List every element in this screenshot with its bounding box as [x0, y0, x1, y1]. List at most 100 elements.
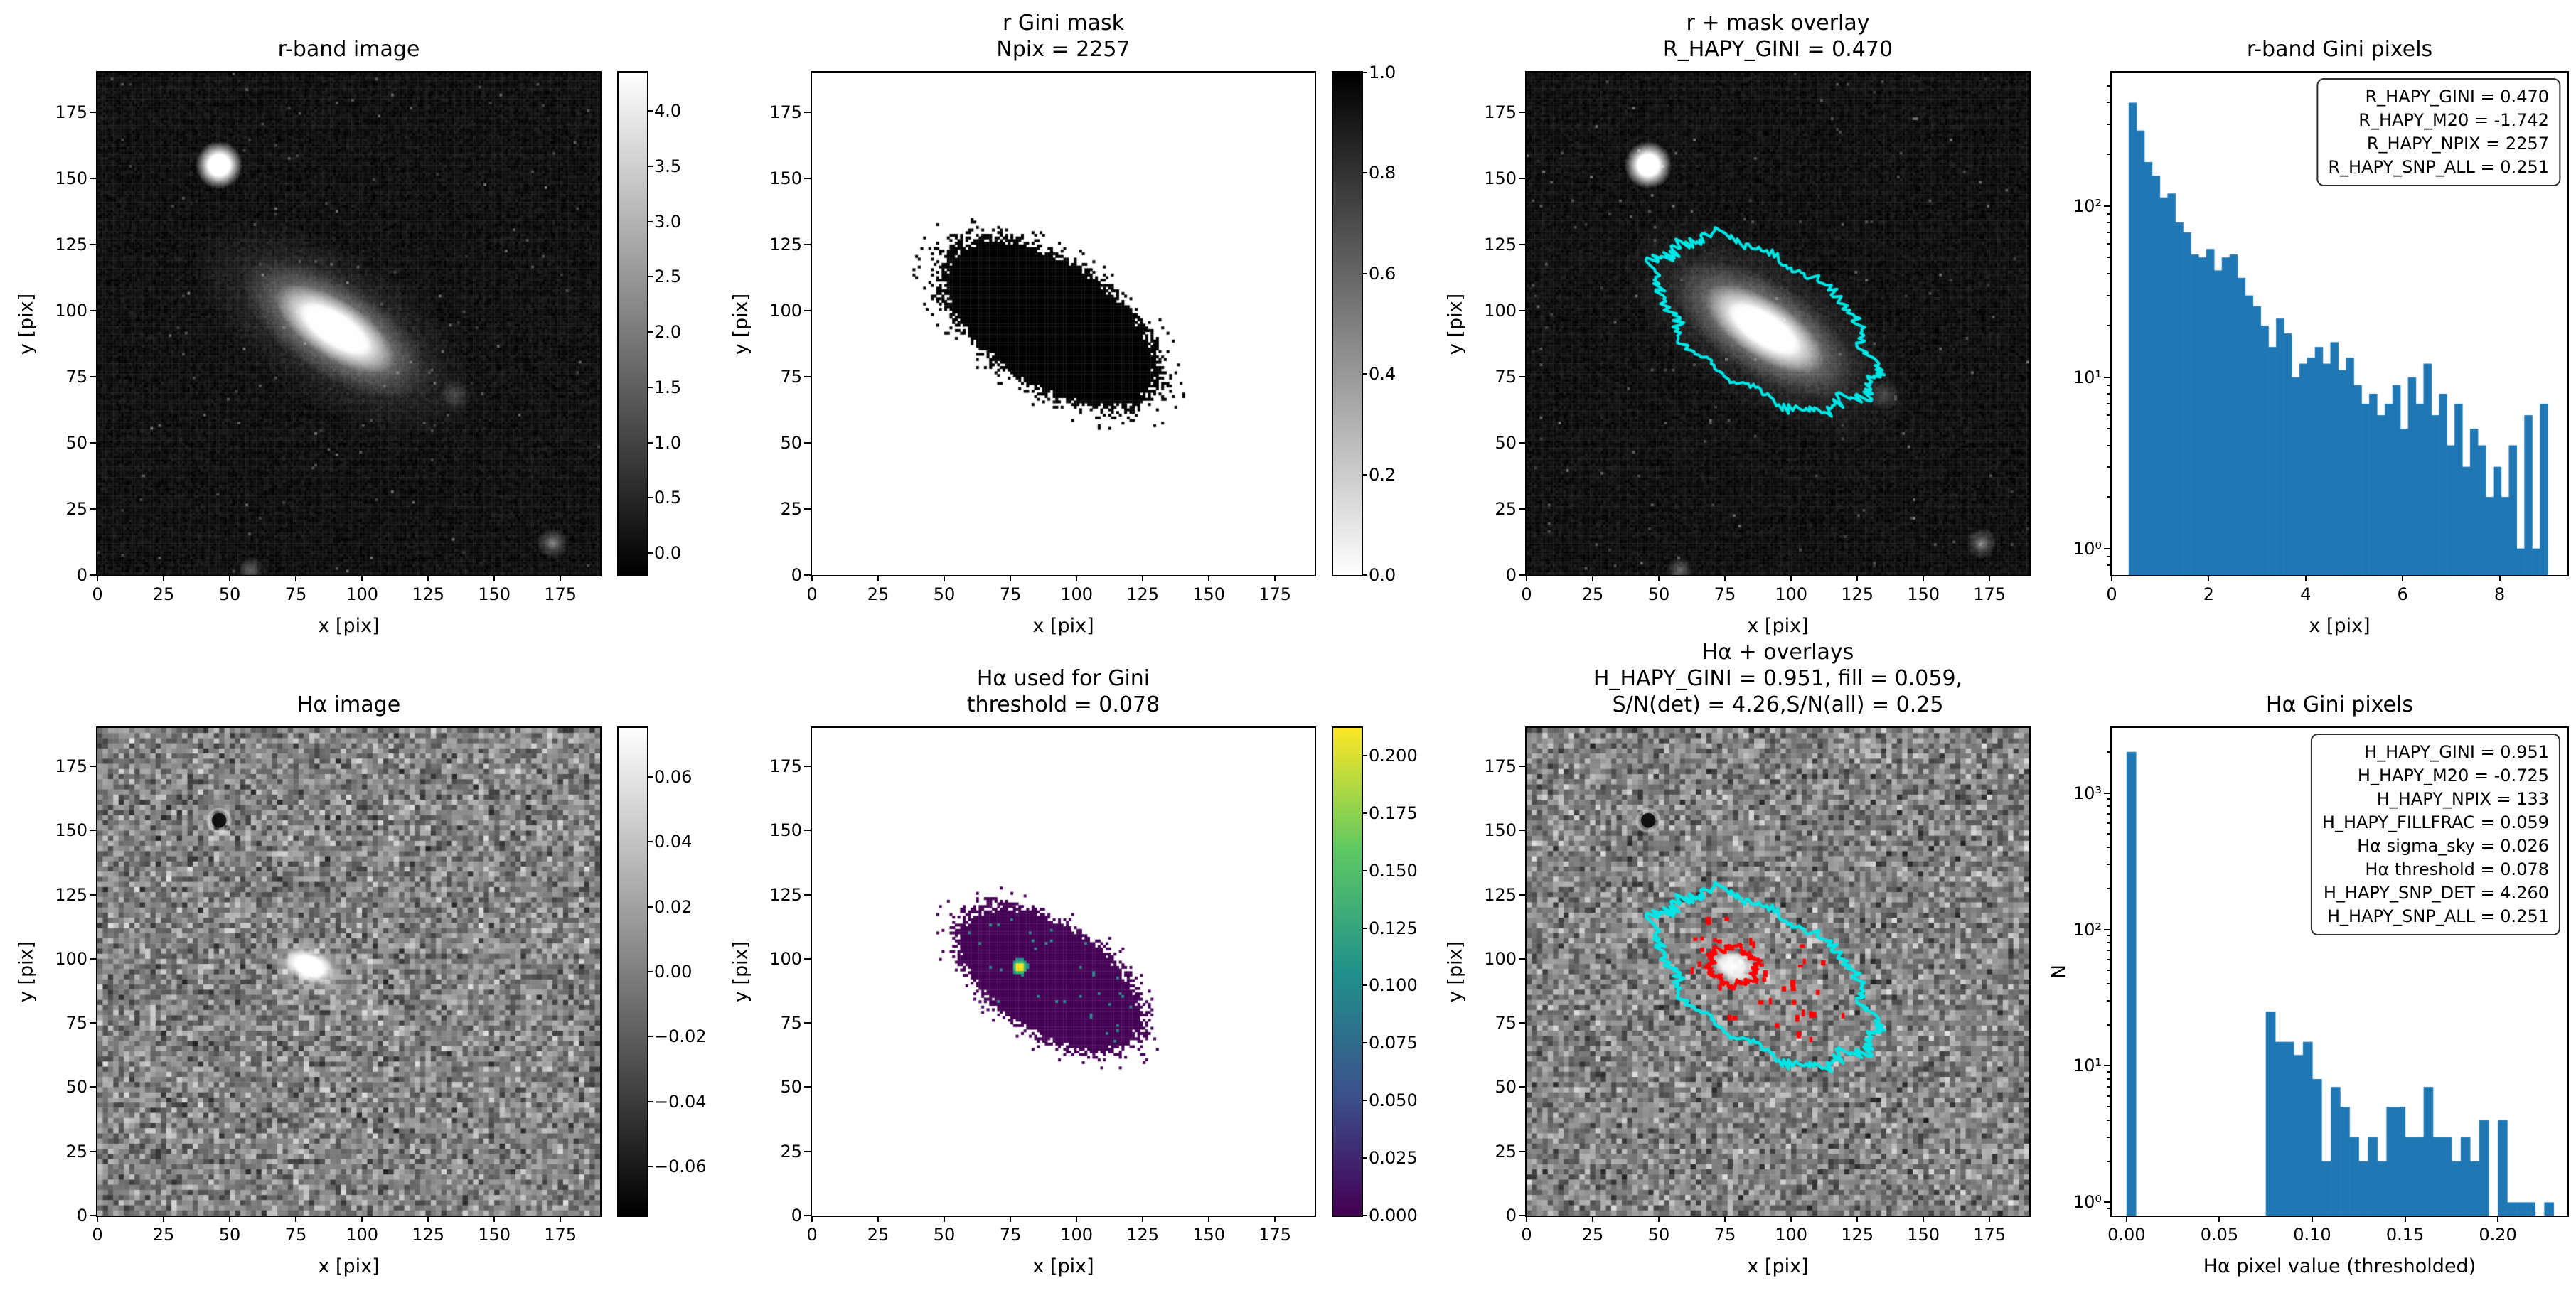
image-canvas [97, 73, 600, 575]
y-tick-label: 10² [2073, 195, 2102, 216]
y-tick [1519, 830, 1525, 832]
x-tick-label: 0.05 [2200, 1225, 2239, 1245]
y-tick-label: 25 [780, 1141, 802, 1161]
y-tick [1519, 1022, 1525, 1024]
y-tick [1519, 1150, 1525, 1152]
colorbar-tick-label: 1.5 [654, 377, 682, 397]
y-tick [1519, 111, 1525, 113]
x-tick-label: 75 [284, 1225, 307, 1245]
panel-title-line: r Gini mask [1003, 11, 1124, 36]
colorbar: 0.200 0.175 0.150 0.125 0.100 0.075 0.050 0.025… [1332, 726, 1418, 1225]
legend-entry: H_HAPY_SNP_DET = 4.260 [2323, 883, 2549, 903]
y-tick [804, 1086, 811, 1088]
x-tick-label: 50 [933, 1225, 956, 1245]
y-tick-label: 10¹ [2073, 367, 2102, 387]
y-tick [2107, 1095, 2110, 1098]
legend-entry: H_HAPY_FILLFRAC = 0.059 [2321, 812, 2549, 832]
r-tick [1362, 1100, 1367, 1102]
x-tick [2208, 575, 2210, 581]
x-tick [1208, 575, 1210, 581]
x-tick [1790, 575, 1792, 581]
r-tick [1362, 1157, 1367, 1159]
y-tick [2107, 555, 2110, 557]
x-tick-label: 4 [2300, 584, 2312, 604]
y-tick-label: 25 [1495, 1141, 1517, 1161]
r-tick [647, 1036, 653, 1038]
r-tick [647, 220, 653, 222]
x-tick-label: 125 [412, 1225, 445, 1245]
panel-title-line: r-band image [277, 37, 420, 62]
y-tick-label: 150 [55, 168, 87, 188]
y-tick [2107, 1024, 2110, 1026]
x-tick [97, 1216, 98, 1222]
y-tick-label: 175 [1484, 102, 1517, 122]
r-tick [1362, 984, 1367, 987]
x-tick-label: 0 [1521, 584, 1532, 604]
y-tick [2107, 751, 2110, 753]
y-tick [90, 957, 96, 960]
legend-entry: H_HAPY_GINI = 0.951 [2364, 742, 2549, 762]
x-tick [2497, 1216, 2499, 1222]
panel-title: r-band image [96, 36, 602, 63]
r-tick [647, 971, 653, 972]
y-tick-label: 75 [780, 1013, 802, 1034]
r-tick [647, 331, 653, 333]
y-tick [2107, 102, 2110, 104]
y-tick [2107, 1136, 2110, 1138]
y-axis-label: y [pix] [15, 940, 38, 1003]
panel-title: Hα image [96, 692, 602, 718]
colorbar-tick-label: 0.02 [654, 896, 693, 917]
panel-title-line: r + mask overlay [1686, 11, 1870, 36]
x-tick-label: 50 [1647, 584, 1670, 604]
y-tick [2107, 970, 2110, 972]
y-tick [90, 1022, 96, 1024]
y-tick-label: 10³ [2073, 783, 2102, 803]
x-tick [1658, 1216, 1660, 1222]
y-tick [2107, 833, 2110, 835]
y-tick-label: 175 [769, 756, 802, 777]
y-tick [2107, 85, 2110, 87]
y-tick-label: 150 [769, 820, 802, 841]
y-tick [2107, 798, 2110, 800]
x-tick-label: 150 [1907, 584, 1940, 604]
y-tick-label: 50 [65, 432, 87, 453]
r-tick [647, 552, 653, 554]
x-tick-label: 50 [1647, 1225, 1670, 1245]
panel-title-line: R_HAPY_GINI = 0.470 [1662, 37, 1893, 62]
panel-title: Hα Gini pixels [2110, 692, 2569, 718]
x-tick-label: 175 [1258, 1225, 1292, 1245]
y-tick-label: 50 [780, 1077, 802, 1098]
colorbar-tick-label: 0.150 [1369, 860, 1418, 881]
panel-title-line: Npix = 2257 [996, 37, 1131, 62]
x-tick [811, 1216, 813, 1222]
legend-box: H_HAPY_GINI = 0.951 H_HAPY_M20 = -0.725 H_… [2310, 734, 2560, 935]
x-tick-label: 0.15 [2385, 1225, 2425, 1245]
x-tick [361, 575, 363, 581]
y-tick [90, 111, 96, 113]
colorbar-tick-label: 0.6 [1369, 263, 1396, 284]
panel-title: Hα used for Gini threshold = 0.078 [811, 665, 1316, 718]
x-axis-label: x [pix] [318, 615, 380, 637]
y-tick [2107, 887, 2110, 889]
x-tick [877, 575, 880, 581]
y-tick [2107, 325, 2110, 327]
x-tick-label: 25 [1581, 584, 1604, 604]
x-axis-label: x [pix] [1032, 615, 1094, 637]
panel-title-line: Hα image [296, 692, 401, 717]
x-tick-label: 0.10 [2293, 1225, 2331, 1245]
panel-title-line: r-band Gini pixels [2246, 37, 2433, 62]
y-tick-label: 0 [76, 1206, 87, 1225]
x-tick-label: 175 [544, 584, 577, 604]
y-tick [2107, 942, 2110, 944]
y-tick [2107, 213, 2110, 215]
y-tick [804, 894, 811, 896]
image-canvas [812, 73, 1315, 575]
legend-entry: R_HAPY_SNP_ALL = 0.251 [2328, 157, 2549, 177]
colorbar-gradient [1333, 728, 1362, 1216]
y-tick [804, 957, 811, 960]
x-tick [427, 1216, 429, 1222]
colorbar-tick-label: 0.5 [654, 488, 682, 508]
x-axis-label: Hα pixel value (thresholded) [2203, 1255, 2476, 1277]
y-tick [804, 1150, 811, 1152]
